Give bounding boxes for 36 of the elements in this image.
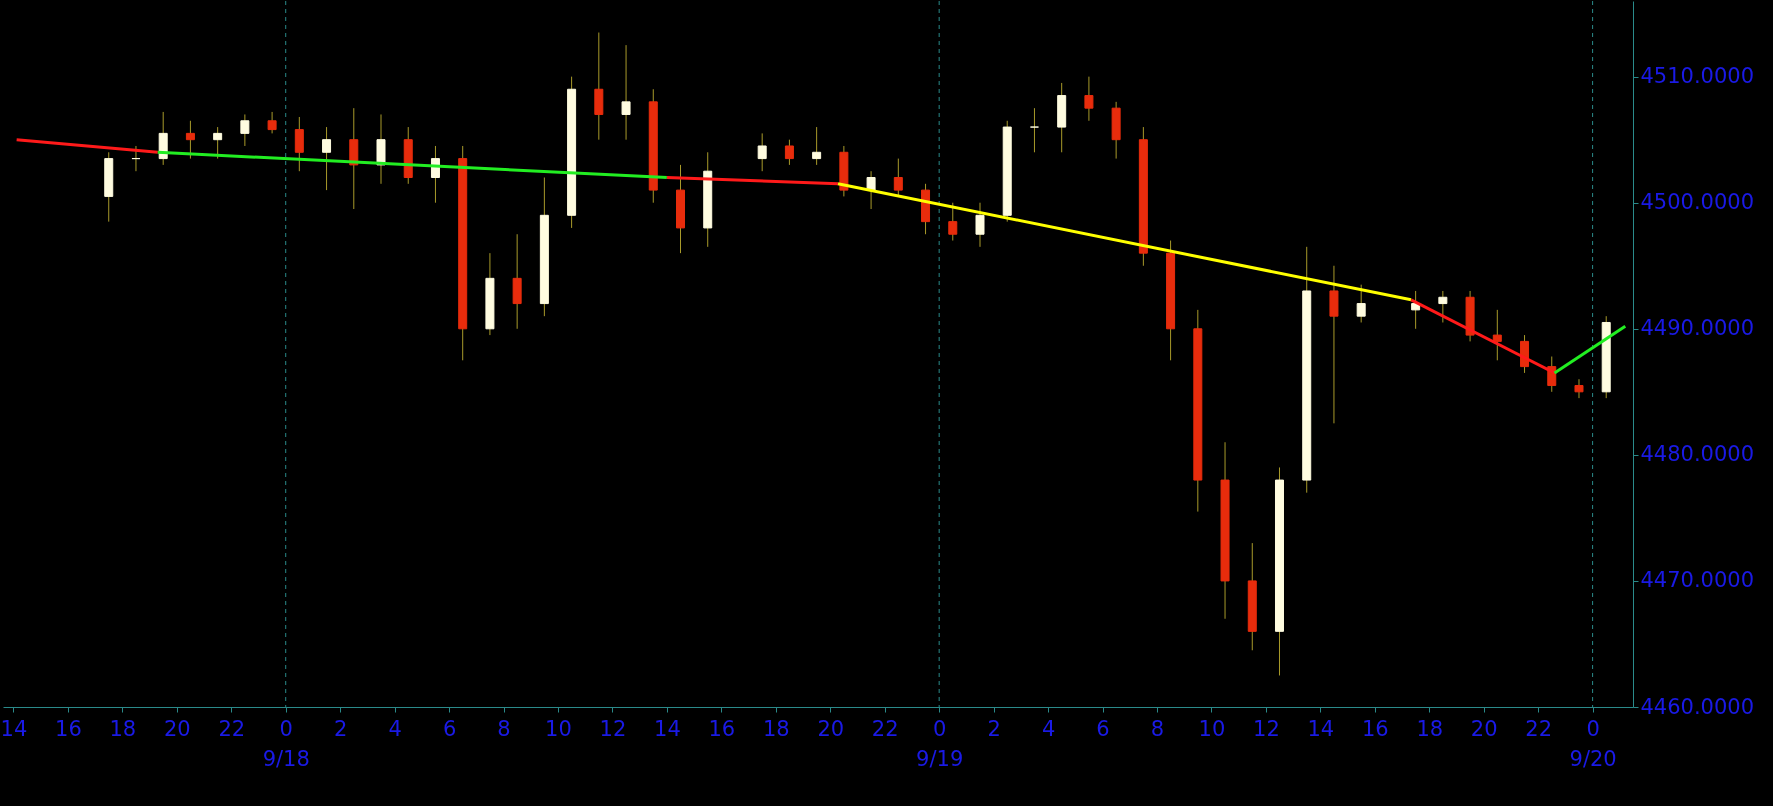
x-tick-label: 16 [55,716,82,741]
x-tick-label: 14 [0,716,28,741]
y-tick-label: 4460.0000 [1640,694,1755,719]
x-tick-label: 20 [163,716,191,741]
x-tick-label: 2 [987,716,1001,741]
x-tick-label: 0 9/18 [262,716,310,771]
x-tick-label: 12 [599,716,627,741]
x-tick-label: 14 [654,716,681,741]
x-tick-label: 22 [871,716,899,741]
y-tick-label: 4510.0000 [1640,64,1755,89]
x-tick-label: 0 9/19 [916,716,964,771]
x-tick-label: 8 [497,716,511,741]
y-tick-label: 4470.0000 [1640,568,1755,593]
x-tick-label: 22 [218,716,246,741]
x-tick-label: 4 [388,716,402,741]
y-tick-label: 4480.0000 [1640,442,1755,467]
x-tick-label: 8 [1150,716,1165,741]
x-tick-label: 22 [1525,716,1553,741]
x-tick-label: 16 [708,716,736,741]
x-tick-label: 18 [1416,716,1444,741]
y-tick-label: 4490.0000 [1640,316,1755,341]
x-tick-label: 10 [1198,716,1226,741]
x-tick-label: 20 [1470,716,1498,741]
x-tick-label: 2 [333,716,348,741]
x-tick-label: 18 [762,716,790,741]
x-tick-label: 6 [442,716,457,741]
x-tick-label: 12 [1253,716,1280,741]
x-tick-label: 20 [817,716,845,741]
x-tick-label: 6 [1096,716,1110,741]
x-tick-label: 16 [1361,716,1389,741]
y-tick-label: 4500.0000 [1640,190,1755,215]
x-tick-label: 14 [1307,716,1335,741]
x-tick-label: 0 9/20 [1569,716,1617,771]
x-tick-label: 4 [1041,716,1056,741]
x-tick-label: 10 [545,716,572,741]
x-tick-label: 18 [109,716,137,741]
